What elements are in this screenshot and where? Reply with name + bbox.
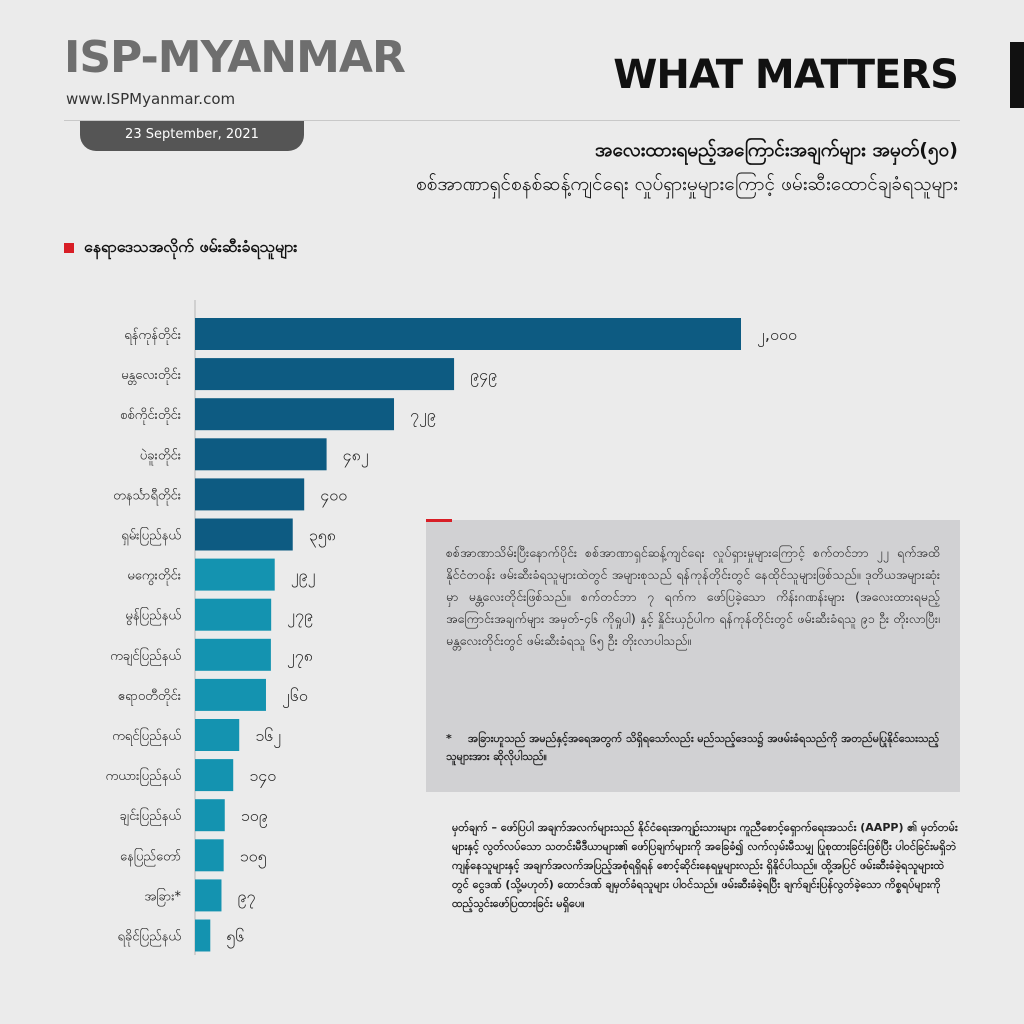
footnote-text: ဖော်ပြပါ အချက်အလက်များသည် နိုင်ငံရေးအကျဉ… <box>452 821 958 910</box>
value-label: ၉၇ <box>237 886 255 908</box>
footnote-label: မှတ်ချက် – <box>452 821 498 834</box>
edge-marker <box>1010 42 1024 108</box>
value-label: ၂၇၉ <box>287 606 313 628</box>
category-label: ပဲခူးတိုင်း <box>140 447 181 465</box>
asterisk-mark: * <box>446 732 452 745</box>
brand-logo: ISP-MYANMAR <box>64 32 406 83</box>
category-label: ရှမ်းပြည်နယ် <box>121 527 181 546</box>
category-label: မကွေးတိုင်း <box>127 568 181 586</box>
bar <box>195 719 240 751</box>
value-label: ၂၆၀ <box>282 686 308 708</box>
category-label: နေပြည်တော် <box>120 847 181 866</box>
value-label: ၅၆ <box>226 927 244 949</box>
category-label: ကရင်ပြည်နယ် <box>112 727 181 746</box>
bar <box>195 678 266 711</box>
chart-heading: နေရာဒေသအလိုက် ဖမ်းဆီးခံရသူများ <box>64 236 297 260</box>
website-link[interactable]: www.ISPMyanmar.com <box>66 90 236 108</box>
bar <box>195 879 222 912</box>
category-label: တနင်္သာရီတိုင်း <box>113 487 181 505</box>
bar <box>195 318 741 350</box>
page-subtitle: စစ်အာဏာရှင်စနစ်ဆန့်ကျင်ရေး လှုပ်ရှားမှုမ… <box>415 173 958 195</box>
category-label: အခြား* <box>144 887 181 906</box>
category-label: ချင်းပြည်နယ် <box>120 807 182 826</box>
bar <box>195 598 272 631</box>
value-label: ၁၆၂ <box>255 726 281 748</box>
value-label: ၃၅၈ <box>309 526 336 548</box>
category-label: ရန်ကုန်တိုင်း <box>124 327 181 345</box>
bar <box>195 839 224 872</box>
value-label: ၂၉၂ <box>291 566 316 588</box>
bar <box>195 919 211 952</box>
value-label: ၁၄၀ <box>249 766 276 788</box>
date-badge: 23 September, 2021 <box>80 121 304 151</box>
category-label: စစ်ကိုင်းတိုင်း <box>120 407 181 425</box>
note-asterisk: * အခြားဟူသည် အမည်နှင့်အရေအတွက် သိရှိရသော်… <box>446 730 940 766</box>
note-paragraph: စစ်အာဏာသိမ်းပြီးနောက်ပိုင်း စစ်အာဏာရှင်ဆ… <box>446 545 940 648</box>
value-label: ၄၀၀ <box>320 485 347 507</box>
bar <box>195 478 305 511</box>
category-label: ကချင်ပြည်နယ် <box>110 647 181 666</box>
note-panel <box>426 520 960 792</box>
bar <box>195 398 395 431</box>
note-accent-line <box>426 519 452 522</box>
red-square-icon <box>64 242 74 253</box>
value-label: ၁၀၅ <box>240 846 267 868</box>
header-divider <box>64 120 960 121</box>
bar <box>195 799 225 832</box>
value-label: ၉၄၉ <box>470 365 497 387</box>
value-label: ၇၂၉ <box>410 405 436 427</box>
value-label: ၂,၀၀၀ <box>757 325 797 347</box>
bar <box>195 558 275 591</box>
bar <box>195 358 455 391</box>
category-label: ရခိုင်ပြည်နယ် <box>117 928 181 947</box>
value-label: ၄၈၂ <box>343 445 369 467</box>
bar <box>195 759 234 792</box>
bar <box>195 518 293 551</box>
value-label: ၂၇၈ <box>287 646 313 668</box>
category-label: ကယားပြည်နယ် <box>106 767 182 786</box>
bar <box>195 438 327 471</box>
chart-heading-text: နေရာဒေသအလိုက် ဖမ်းဆီးခံရသူများ <box>84 237 298 256</box>
category-label: မန္တလေးတိုင်း <box>121 367 181 385</box>
bar <box>195 638 271 671</box>
category-label: ဧရာဝတီတိုင်း <box>118 688 181 706</box>
page-title: အလေးထားရမည့်အကြောင်းအချက်များ အမှတ်(၅၀) <box>595 139 958 161</box>
asterisk-text: အခြားဟူသည် အမည်နှင့်အရေအတွက် သိရှိရသော်လ… <box>446 732 940 763</box>
footnote: မှတ်ချက် – ဖော်ပြပါ အချက်အလက်များသည် နို… <box>452 818 960 913</box>
value-label: ၁၀၉ <box>241 806 268 828</box>
category-label: မွန်ပြည်နယ် <box>125 607 181 626</box>
what-matters-title: WHAT MATTERS <box>613 52 959 98</box>
